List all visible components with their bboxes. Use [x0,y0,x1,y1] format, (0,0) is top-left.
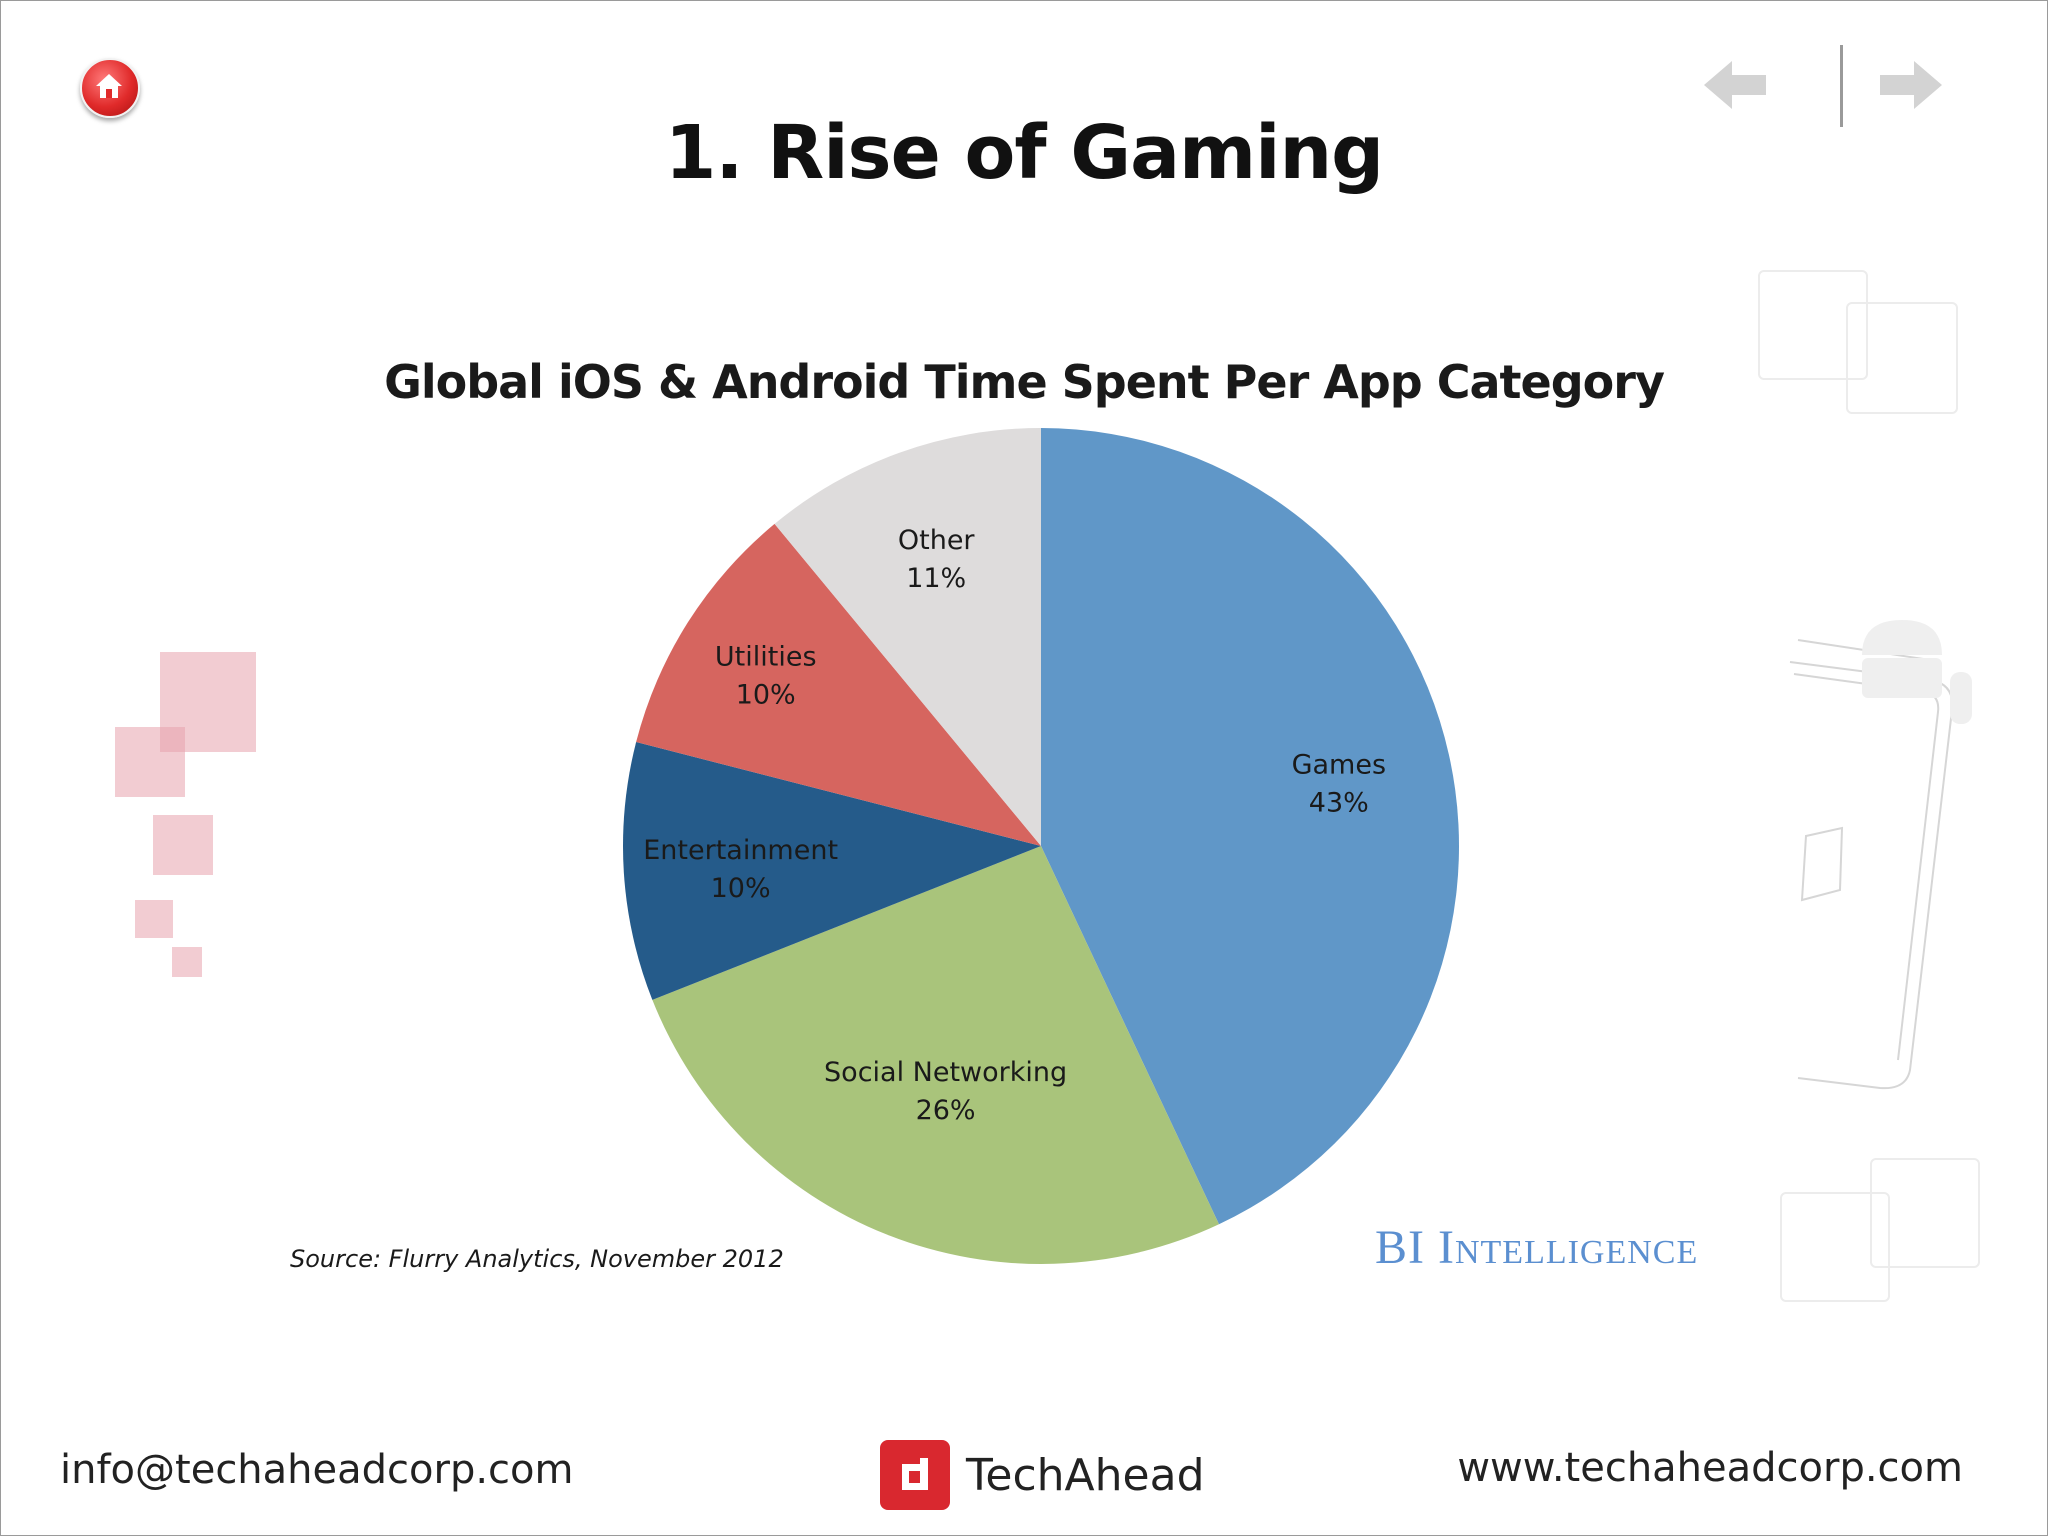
slice-value-label: 10% [736,679,796,710]
techahead-logo-icon [880,1440,950,1510]
brand-name: TechAhead [966,1450,1205,1501]
slice-value-label: 43% [1309,787,1369,818]
footer-website-link[interactable]: www.techaheadcorp.com [1457,1445,1963,1491]
footer-email-link[interactable]: info@techaheadcorp.com [60,1447,574,1493]
slice-label: Entertainment [643,835,838,866]
slice-label: Utilities [715,641,817,672]
slice-value-label: 26% [916,1095,976,1126]
arrow-left-icon[interactable] [1700,55,1770,115]
slice-value-label: 11% [906,563,966,594]
phone-illustration [1789,620,1972,1090]
home-button[interactable] [80,58,140,118]
slide-title: 1. Rise of Gaming [664,110,1384,196]
slice-label: Other [898,525,976,556]
slice-value-label: 10% [711,873,771,904]
slide-navigation [1700,40,1950,130]
pie-slice-games [1041,428,1459,1225]
chart-title: Global iOS & Android Time Spent Per App … [384,355,1665,409]
source-note: Source: Flurry Analytics, November 2012 [290,1245,784,1273]
pie-slice-utilities [636,523,1041,846]
slice-label: Social Networking [824,1057,1067,1088]
bi-intelligence-logo: BI Intelligence [1375,1221,1699,1274]
pie-slice-entertainment [623,742,1041,1000]
slice-label: Games [1292,749,1386,780]
nav-divider [1840,45,1843,127]
pie-slice-other [774,428,1041,846]
arrow-right-icon[interactable] [1876,55,1946,115]
pie-slice-social-networking [652,846,1219,1264]
home-icon [96,74,122,98]
